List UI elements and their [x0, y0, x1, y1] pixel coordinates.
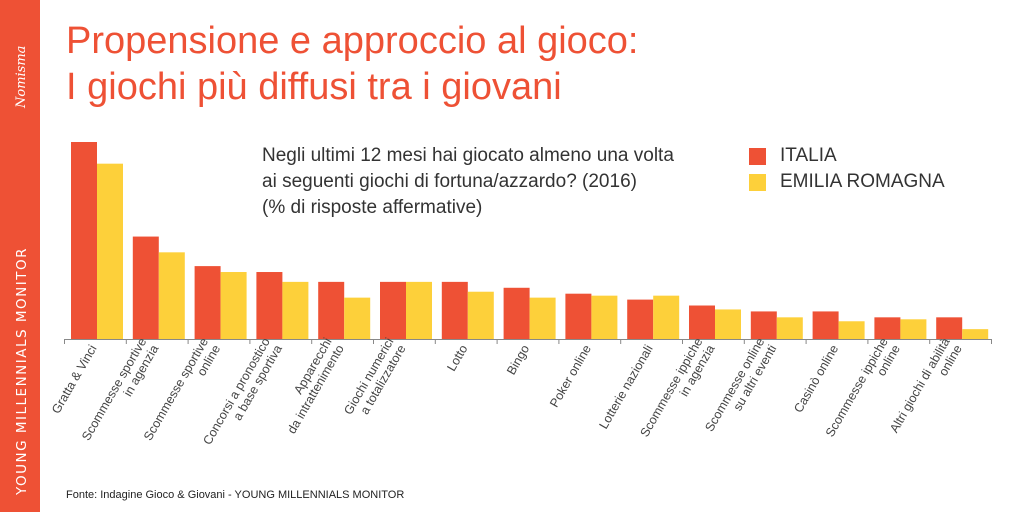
nomisma-logo: Nomisma	[14, 46, 29, 109]
bar-emilia-romagna-bingo	[529, 297, 556, 339]
bar-emilia-romagna-casino-online	[838, 321, 865, 339]
sidebar: Nomisma YOUNG MILLENNIALS MONITOR	[0, 0, 40, 512]
bar-italia-lotto	[441, 281, 468, 339]
category-label-poker-online: Poker online	[547, 342, 594, 409]
bar-italia-apparecchi-da-intrattenimento	[318, 281, 345, 339]
bar-italia-lotterie-nazionali	[627, 299, 654, 339]
bar-italia-concorsi-a-pronostico-a-base-sportiva	[256, 272, 283, 339]
legend-swatch-italia	[749, 147, 766, 165]
bar-emilia-romagna-scommesse-online-su-altri-eventi	[776, 317, 803, 339]
bar-emilia-romagna-gratta-vinci	[97, 163, 123, 339]
legend-label-italia: ITALIA	[780, 145, 837, 166]
bar-emilia-romagna-apparecchi-da-intrattenimento	[344, 297, 371, 339]
bar-italia-scommesse-sportive-online	[194, 266, 221, 339]
bar-emilia-romagna-lotterie-nazionali	[653, 295, 680, 339]
chart-question: Negli ultimi 12 mesi hai giocato almeno …	[262, 143, 732, 221]
bar-emilia-romagna-scommesse-sportive-in-agenzia	[158, 252, 185, 339]
category-label-lotto: Lotto	[444, 342, 470, 373]
bar-italia-gratta-vinci	[71, 142, 97, 339]
chart-legend: ITALIA EMILIA ROMAGNA	[749, 143, 945, 195]
bar-italia-giochi-numerici-a-totalizzatore	[380, 281, 406, 339]
bar-italia-poker-online	[565, 293, 592, 339]
bar-emilia-romagna-scommesse-ippiche-online	[900, 319, 927, 339]
legend-label-emilia-romagna: EMILIA ROMAGNA	[780, 171, 945, 192]
bar-emilia-romagna-scommesse-ippiche-in-agenzia	[715, 309, 741, 339]
source-note: Fonte: Indagine Gioco & Giovani - YOUNG …	[66, 489, 405, 501]
bar-italia-scommesse-ippiche-in-agenzia	[689, 305, 715, 339]
bar-italia-bingo	[503, 287, 530, 339]
brand-text: Nomisma	[14, 46, 29, 109]
bar-emilia-romagna-altri-giochi-di-abilita-online	[962, 329, 989, 339]
bar-emilia-romagna-poker-online	[591, 295, 618, 339]
legend-swatch-emilia-romagna	[749, 173, 766, 191]
bar-emilia-romagna-giochi-numerici-a-totalizzatore	[406, 281, 432, 339]
legend-item-italia: ITALIA	[749, 143, 945, 169]
sidebar-label-text: YOUNG MILLENNIALS MONITOR	[14, 247, 30, 496]
page-title-line-2: I giochi più diffusi tra i giovani	[66, 66, 562, 108]
bar-emilia-romagna-scommesse-sportive-online	[220, 272, 247, 339]
category-label-giochi-numerici-a-totalizzatore: Giochi numericia totalizzatore	[341, 335, 408, 424]
bar-italia-scommesse-ippiche-online	[874, 317, 901, 339]
question-line-1: Negli ultimi 12 mesi hai giocato almeno …	[262, 145, 674, 166]
category-label-bingo: Bingo	[504, 342, 532, 377]
bar-italia-altri-giochi-di-abilita-online	[936, 317, 963, 339]
question-line-2: ai seguenti giochi di fortuna/azzardo? (…	[262, 171, 637, 192]
bar-italia-casino-online	[812, 311, 839, 339]
category-label-casino-online: Casinò online	[791, 342, 841, 415]
bar-italia-scommesse-sportive-in-agenzia	[132, 236, 159, 339]
page-title-line-1: Propensione e approccio al gioco:	[66, 20, 639, 62]
question-line-3: (% di risposte affermative)	[262, 197, 483, 218]
sidebar-label: YOUNG MILLENNIALS MONITOR	[14, 247, 30, 496]
legend-item-emilia-romagna: EMILIA ROMAGNA	[749, 169, 945, 195]
bar-italia-scommesse-online-su-altri-eventi	[750, 311, 777, 339]
bar-emilia-romagna-lotto	[467, 291, 494, 339]
bar-emilia-romagna-concorsi-a-pronostico-a-base-sportiva	[282, 281, 309, 339]
category-label-gratta-vinci: Gratta & Vinci	[49, 343, 100, 417]
